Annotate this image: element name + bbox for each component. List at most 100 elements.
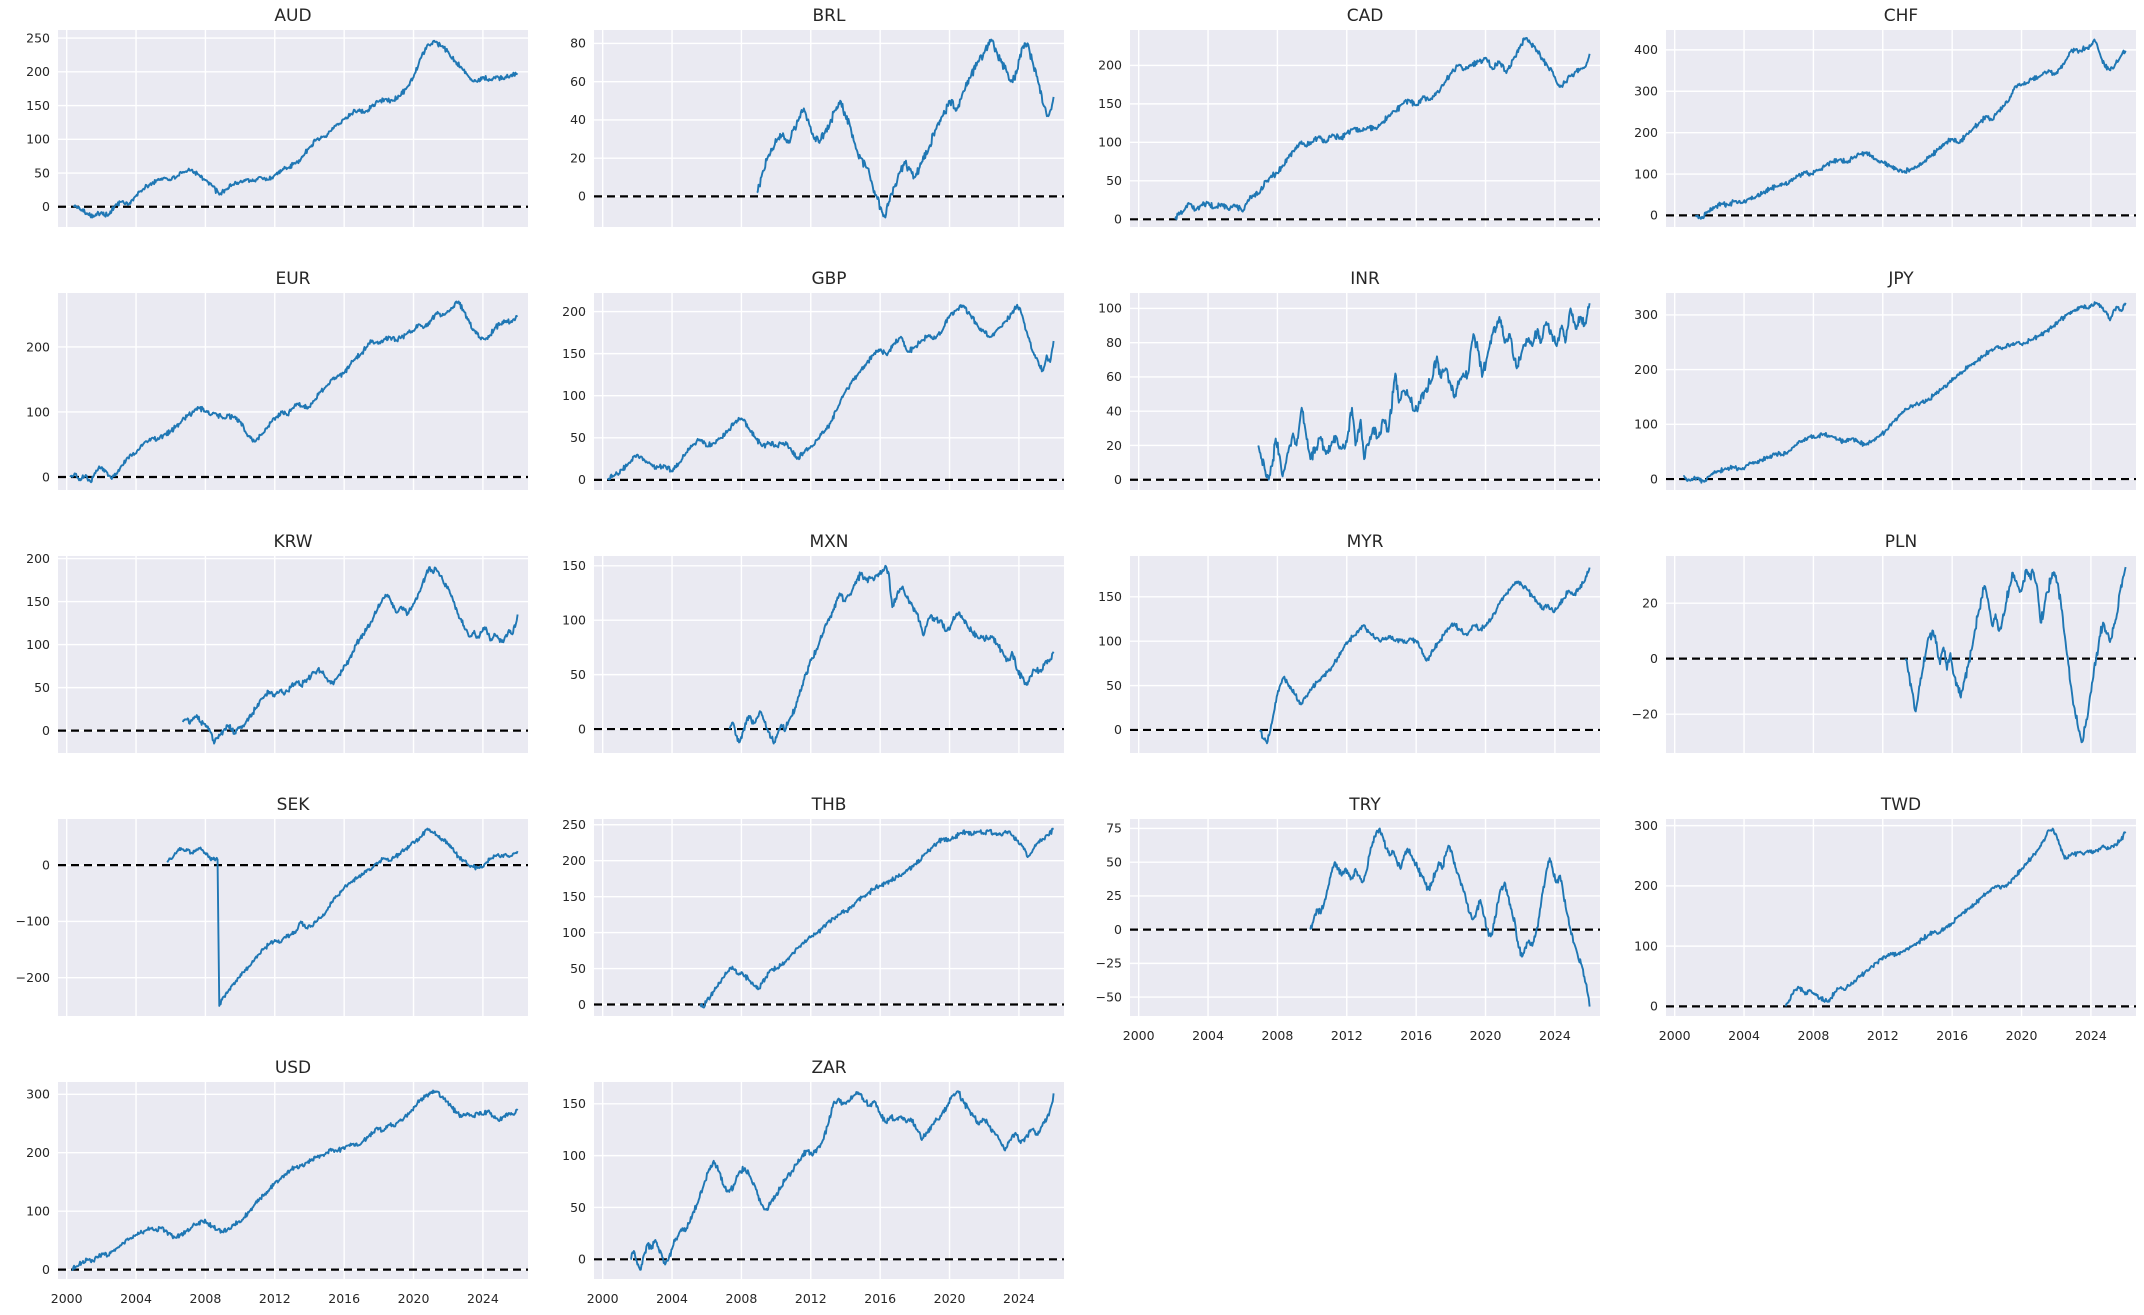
subplot-cad: CAD 0 50 100 150 200 [1072,0,1608,263]
plot-area [1666,556,2136,753]
y-tick-labels: 0 50 100 150 [562,558,586,736]
svg-text:0: 0 [42,723,50,738]
series-line [1694,38,2127,220]
chart-title: PLN [1885,532,1917,552]
chart-myr: MYR 0 50 100 150 [1098,532,1600,753]
chart-title: INR [1350,269,1380,289]
chart-try: TRY −50 −25 0 25 50 75 2000 2004 2008 2012 2016 2020… [1096,795,1600,1043]
svg-text:2016: 2016 [328,1291,360,1306]
subplot-twd: TWD 0 100 200 300 2000 2004 2008 2012 2016 2020 202… [1608,789,2144,1052]
svg-text:25: 25 [1106,888,1122,903]
chart-title: EUR [276,269,311,289]
y-tick-labels: 0 50 100 150 200 250 [26,30,50,214]
svg-text:−100: −100 [16,914,50,929]
svg-text:150: 150 [562,1096,586,1111]
chart-title: SEK [277,795,311,815]
svg-text:60: 60 [1106,369,1122,384]
svg-text:100: 100 [562,388,586,403]
y-tick-labels: 0 100 200 300 [1634,818,1658,1014]
chart-usd: USD 0 100 200 300 2000 2004 2008 2012 2016 2020 202… [26,1058,528,1306]
svg-text:75: 75 [1106,821,1122,836]
series-line [728,564,1055,745]
svg-text:2012: 2012 [259,1291,291,1306]
svg-text:100: 100 [562,925,586,940]
subplot-aud: AUD 0 50 100 150 200 250 [0,0,536,263]
y-tick-labels: 0 50 100 150 200 [1098,58,1122,227]
svg-text:150: 150 [26,98,50,113]
series-line [607,303,1055,481]
gridlines [594,819,1064,1016]
chart-brl: BRL 0 20 40 60 80 [570,6,1064,227]
y-tick-labels: 0 50 100 150 200 250 [562,817,586,1012]
svg-text:0: 0 [1114,472,1122,487]
chart-krw: KRW 0 50 100 150 200 [26,532,528,753]
svg-text:0: 0 [42,199,50,214]
svg-text:200: 200 [1098,58,1122,73]
svg-text:200: 200 [1634,878,1658,893]
svg-text:50: 50 [570,961,586,976]
y-tick-labels: −50 −25 0 25 50 75 [1096,821,1122,1005]
svg-text:2024: 2024 [467,1291,499,1306]
svg-text:200: 200 [26,339,50,354]
svg-text:50: 50 [1106,854,1122,869]
chart-sek: SEK −200 −100 0 [16,795,528,1016]
plot-area [58,30,528,227]
svg-text:2020: 2020 [2006,1028,2038,1043]
svg-text:0: 0 [1650,471,1658,486]
svg-text:250: 250 [562,817,586,832]
x-tick-labels: 2000 2004 2008 2012 2016 2020 2024 [587,1291,1035,1306]
svg-text:200: 200 [1634,362,1658,377]
y-tick-labels: 0 100 200 300 400 [1634,42,1658,223]
chart-gbp: GBP 0 50 100 150 200 [562,269,1064,490]
chart-title: MYR [1347,532,1384,552]
series-line [1257,303,1591,481]
gridlines [594,293,1064,490]
chart-thb: THB 0 50 100 150 200 250 [562,795,1064,1016]
series-line [1904,566,2127,744]
subplot-brl: BRL 0 20 40 60 80 [536,0,1072,263]
x-tick-labels: 2000 2004 2008 2012 2016 2020 2024 [1123,1028,1571,1043]
svg-text:0: 0 [42,1262,50,1277]
svg-text:2012: 2012 [1331,1028,1363,1043]
svg-text:200: 200 [562,304,586,319]
svg-text:50: 50 [34,680,50,695]
svg-text:0: 0 [42,857,50,872]
svg-text:80: 80 [570,36,586,51]
svg-text:0: 0 [1114,722,1122,737]
svg-text:0: 0 [1650,651,1658,666]
svg-text:0: 0 [42,469,50,484]
series-line [69,300,518,484]
chart-title: MXN [809,532,848,552]
svg-text:−20: −20 [1632,706,1658,721]
svg-text:40: 40 [1106,404,1122,419]
gridlines [58,30,528,227]
svg-text:100: 100 [1098,135,1122,150]
svg-text:150: 150 [1098,96,1122,111]
svg-text:0: 0 [1114,212,1122,227]
svg-text:100: 100 [1634,417,1658,432]
svg-text:50: 50 [570,667,586,682]
svg-text:2012: 2012 [795,1291,827,1306]
svg-text:250: 250 [26,30,50,45]
svg-text:100: 100 [562,613,586,628]
plot-area [58,556,528,753]
svg-text:150: 150 [26,594,50,609]
svg-text:300: 300 [1634,307,1658,322]
chart-chf: CHF 0 100 200 300 400 [1634,6,2136,227]
svg-text:300: 300 [1634,818,1658,833]
svg-text:2020: 2020 [398,1291,430,1306]
chart-title: GBP [811,269,846,289]
subplot-jpy: JPY 0 100 200 300 [1608,263,2144,526]
series-line [1174,36,1591,221]
y-tick-labels: 0 20 40 60 80 [570,36,586,204]
gridlines [1666,293,2136,490]
svg-text:0: 0 [578,472,586,487]
svg-text:200: 200 [26,1145,50,1160]
chart-title: CAD [1347,6,1384,26]
subplot-inr: INR 0 20 40 60 80 100 [1072,263,1608,526]
svg-text:80: 80 [1106,335,1122,350]
chart-title: AUD [274,6,311,26]
y-tick-labels: 0 100 200 300 [26,1087,50,1277]
svg-text:50: 50 [570,430,586,445]
svg-text:2000: 2000 [1659,1028,1691,1043]
